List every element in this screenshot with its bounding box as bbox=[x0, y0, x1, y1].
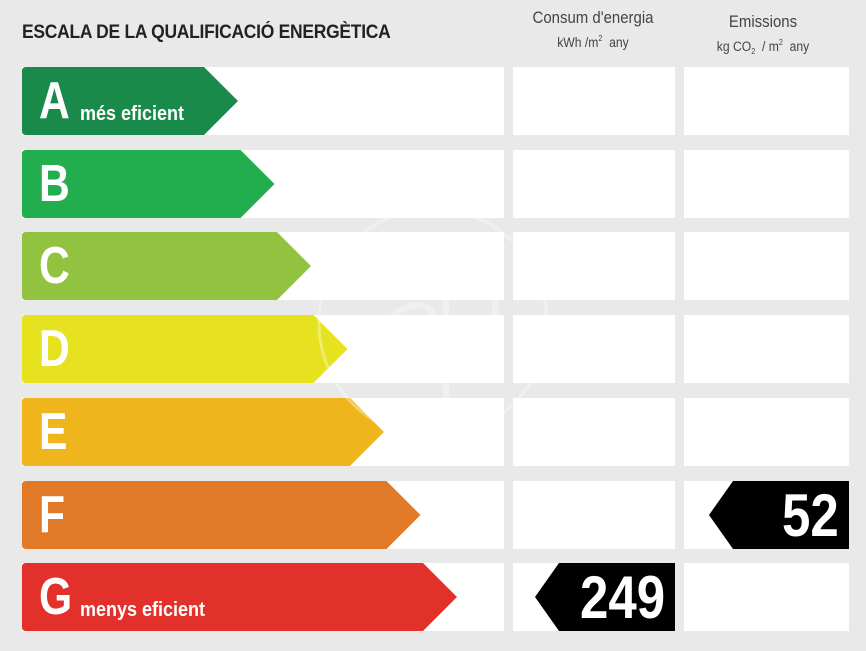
energy-unit-sup: 2 bbox=[598, 34, 603, 43]
rating-letter: E bbox=[39, 403, 68, 461]
rating-arrow-shape bbox=[22, 315, 348, 383]
rating-bar-b: B bbox=[22, 150, 277, 218]
rating-bar-c: C bbox=[22, 232, 313, 300]
energy-unit-post: any bbox=[609, 35, 629, 50]
rating-letter: D bbox=[39, 320, 70, 378]
rating-letter: F bbox=[39, 486, 66, 544]
rating-arrow-shape bbox=[22, 481, 421, 549]
emissions-column-header: Emissions kg CO2 / m2 any bbox=[680, 12, 846, 56]
rating-letter: B bbox=[39, 155, 70, 213]
emissions-result-badge: 52 bbox=[709, 481, 849, 549]
energy-result-value: 249 bbox=[579, 563, 665, 631]
energy-cell bbox=[513, 398, 675, 466]
energy-cell bbox=[513, 150, 675, 218]
energy-result-badge: 249 bbox=[535, 563, 675, 631]
emissions-unit-sup: 2 bbox=[778, 38, 783, 47]
rating-letter: C bbox=[39, 237, 70, 295]
emissions-cell bbox=[684, 232, 849, 300]
energy-column-heading: Consum d'energia bbox=[532, 8, 654, 27]
result-arrow-shape bbox=[709, 481, 849, 549]
rating-letter: G bbox=[39, 568, 73, 626]
emissions-column-heading: Emissions bbox=[728, 12, 798, 31]
energy-column-header: Consum d'energia kWh /m2 any bbox=[510, 8, 676, 50]
emissions-result-value: 52 bbox=[782, 481, 839, 549]
rating-arrow-shape bbox=[22, 67, 238, 135]
energy-cell bbox=[513, 315, 675, 383]
emissions-cell bbox=[684, 67, 849, 135]
rating-caption: més eficient bbox=[80, 103, 185, 125]
emissions-unit-mid: / m bbox=[761, 39, 779, 54]
scale-title: ESCALA DE LA QUALIFICACIÓ ENERGÈTICA bbox=[22, 22, 391, 43]
emissions-column-unit: kg CO2 / m2 any bbox=[688, 38, 837, 56]
energy-unit-part: kWh /m bbox=[557, 35, 599, 50]
rating-bar-f: F bbox=[22, 481, 423, 549]
emissions-cell bbox=[684, 563, 849, 631]
energy-cell bbox=[513, 481, 675, 549]
result-arrow-shape bbox=[535, 563, 675, 631]
emissions-unit-part: kg CO bbox=[716, 39, 752, 54]
rating-arrow-shape bbox=[22, 150, 275, 218]
energy-column-unit: kWh /m2 any bbox=[518, 34, 667, 50]
rating-caption: menys eficient bbox=[80, 599, 206, 621]
rating-bar-d: D bbox=[22, 315, 350, 383]
emissions-cell bbox=[684, 315, 849, 383]
rating-arrow-shape bbox=[22, 563, 457, 631]
rating-arrow-shape bbox=[22, 398, 384, 466]
emissions-unit-sub: 2 bbox=[751, 47, 756, 56]
rating-bar-e: E bbox=[22, 398, 386, 466]
rating-arrow-shape bbox=[22, 232, 311, 300]
emissions-unit-post: any bbox=[789, 39, 810, 54]
energy-cell bbox=[513, 67, 675, 135]
emissions-cell bbox=[684, 150, 849, 218]
rating-letter: A bbox=[39, 72, 70, 130]
energy-cell bbox=[513, 232, 675, 300]
emissions-cell bbox=[684, 398, 849, 466]
